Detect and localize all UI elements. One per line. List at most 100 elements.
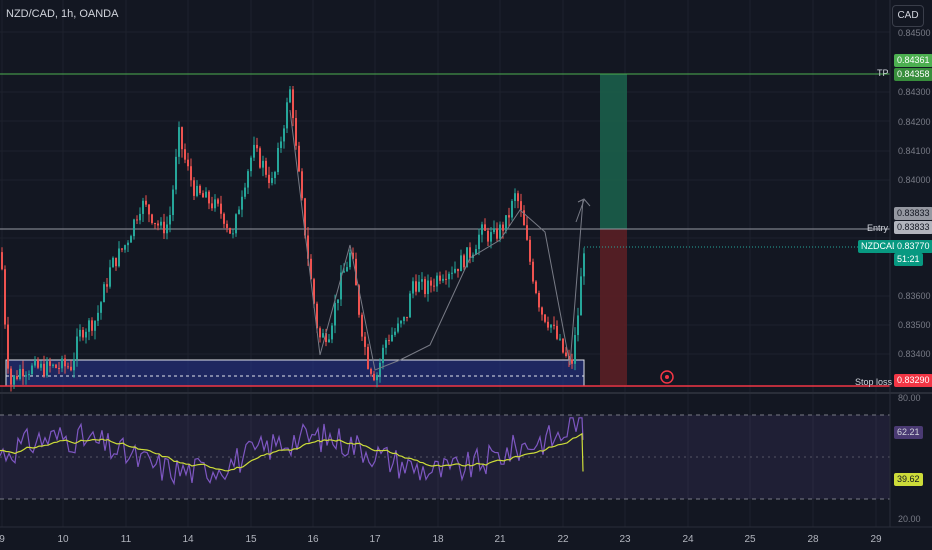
- entry-price-tag: 0.83833: [894, 207, 932, 220]
- entry-label: Entry: [867, 223, 889, 233]
- candle: [220, 195, 222, 219]
- candle: [100, 301, 102, 320]
- candle: [535, 280, 537, 295]
- position-profit-zone[interactable]: [600, 74, 627, 229]
- currency-button[interactable]: CAD: [892, 5, 924, 27]
- candle: [418, 275, 420, 293]
- candle: [49, 357, 51, 373]
- time-tick: 11: [121, 534, 132, 545]
- candle: [403, 316, 405, 325]
- candle: [181, 126, 183, 158]
- candle: [70, 360, 72, 372]
- position-loss-zone[interactable]: [600, 229, 627, 385]
- price-tick: 0.84100: [898, 146, 931, 156]
- time-axis[interactable]: 9 10 11 14 15 16 17 18 21 22 23 24 25 28 29: [0, 534, 882, 545]
- candle: [250, 155, 252, 177]
- candle: [364, 332, 366, 356]
- candle: [4, 265, 6, 329]
- candle: [202, 190, 204, 198]
- event-marker-dot: [665, 375, 669, 379]
- candle: [379, 358, 381, 383]
- sl-price-tag: 0.83290: [894, 374, 932, 387]
- time-tick: 25: [744, 534, 756, 545]
- candle: [184, 143, 186, 164]
- candle: [265, 157, 267, 178]
- candle: [82, 327, 84, 341]
- candle: [442, 274, 444, 283]
- time-tick: 15: [245, 534, 257, 545]
- candle: [118, 241, 120, 268]
- candle: [214, 194, 216, 212]
- candle: [91, 317, 93, 336]
- candle: [274, 170, 276, 185]
- projection-arrowhead: [577, 198, 591, 207]
- candle: [448, 271, 450, 288]
- candle: [445, 270, 447, 285]
- candle: [412, 277, 414, 299]
- candle: [478, 228, 480, 256]
- candle: [439, 271, 441, 285]
- rsi-ma-line[interactable]: [0, 432, 584, 472]
- symbol-title[interactable]: NZD/CAD, 1h, OANDA: [6, 8, 119, 20]
- candle: [217, 197, 219, 207]
- candle: [517, 190, 519, 209]
- candle: [169, 206, 171, 233]
- candle: [211, 196, 213, 211]
- candle: [163, 213, 165, 240]
- candle: [160, 217, 162, 230]
- candle: [400, 320, 402, 328]
- grid-lines: [0, 0, 890, 527]
- time-tick: 10: [57, 534, 69, 545]
- candle: [52, 363, 54, 368]
- candle: [247, 169, 249, 194]
- candle: [238, 206, 240, 215]
- candle: [289, 85, 291, 104]
- tp-price-tag-2: 0.84358: [894, 68, 932, 81]
- time-tick: 14: [182, 534, 194, 545]
- projection-arrow[interactable]: [575, 199, 585, 223]
- candle: [382, 344, 384, 370]
- candle: [94, 320, 96, 340]
- candle: [106, 278, 108, 293]
- candle: [346, 261, 348, 272]
- candle: [43, 355, 45, 378]
- candle: [241, 190, 243, 218]
- candle: [559, 334, 561, 342]
- candle: [19, 364, 21, 381]
- price-tick: 0.84300: [898, 87, 931, 97]
- candle: [190, 158, 192, 187]
- candle: [571, 353, 573, 369]
- rsi-line[interactable]: [0, 417, 584, 486]
- candle: [232, 229, 234, 239]
- candle: [10, 366, 12, 392]
- candle: [61, 355, 63, 373]
- candle: [88, 318, 90, 341]
- candle: [562, 338, 564, 354]
- candle: [415, 274, 417, 296]
- candle: [34, 356, 36, 368]
- candle: [436, 272, 438, 292]
- candle: [97, 305, 99, 327]
- time-tick: 23: [619, 534, 631, 545]
- candle: [109, 259, 111, 289]
- stop-loss-label: Stop loss: [855, 377, 893, 387]
- candle: [298, 141, 300, 173]
- projection-path[interactable]: [289, 109, 584, 371]
- candle: [187, 152, 189, 171]
- candle: [103, 281, 105, 303]
- support-zone[interactable]: [5, 359, 585, 387]
- candle: [373, 370, 375, 382]
- candle: [283, 125, 285, 149]
- candle: [556, 320, 558, 341]
- candle: [496, 222, 498, 242]
- candle: [229, 227, 231, 235]
- candle: [574, 327, 576, 371]
- candle: [370, 367, 372, 377]
- candle: [55, 363, 57, 369]
- candle: [253, 136, 255, 161]
- rsi-ma-value-tag: 39.62: [894, 473, 923, 486]
- candle: [469, 242, 471, 264]
- candle: [541, 306, 543, 321]
- candle: [481, 221, 483, 243]
